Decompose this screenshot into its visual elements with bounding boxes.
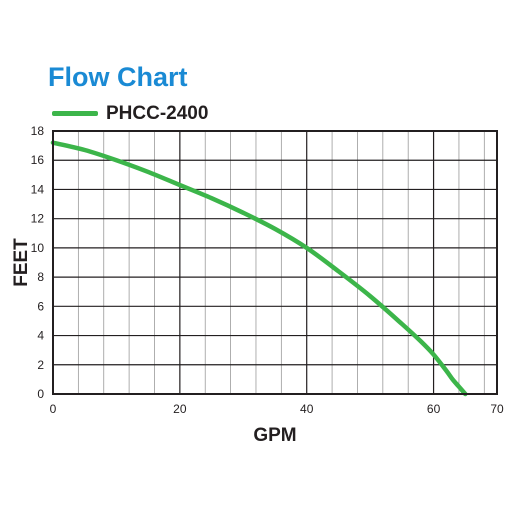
series-layer <box>50 140 468 397</box>
x-tick-label: 60 <box>427 402 441 416</box>
y-tick-label: 12 <box>31 212 45 226</box>
legend-label: PHCC-2400 <box>106 102 209 124</box>
y-tick-label: 6 <box>37 299 44 313</box>
major-gridlines <box>53 131 497 394</box>
y-tick-label: 14 <box>31 182 45 196</box>
x-tick-label: 70 <box>490 402 504 416</box>
y-tick-label: 8 <box>37 270 44 284</box>
y-tick-label: 16 <box>31 153 45 167</box>
y-tick-label: 0 <box>37 387 44 401</box>
plot-frame <box>52 130 498 395</box>
y-tick-label: 10 <box>31 241 45 255</box>
y-tick-label: 4 <box>37 329 44 343</box>
y-tick-label: 2 <box>37 358 44 372</box>
y-tick-labels: 0 2 4 6 8 10 12 14 16 18 <box>31 124 45 401</box>
x-axis-title: GPM <box>253 425 296 446</box>
series-line-0 <box>50 140 468 397</box>
y-axis-title: FEET <box>11 238 32 287</box>
chart-title: Flow Chart <box>48 62 188 92</box>
x-tick-label: 0 <box>50 402 57 416</box>
x-tick-label: 40 <box>300 402 314 416</box>
legend-swatch <box>52 110 98 116</box>
minor-gridlines <box>77 131 485 394</box>
x-tick-label: 20 <box>173 402 187 416</box>
y-tick-label: 18 <box>31 124 45 138</box>
legend: PHCC-2400 <box>52 101 208 125</box>
x-tick-labels: 0 20 40 60 70 <box>50 402 504 416</box>
